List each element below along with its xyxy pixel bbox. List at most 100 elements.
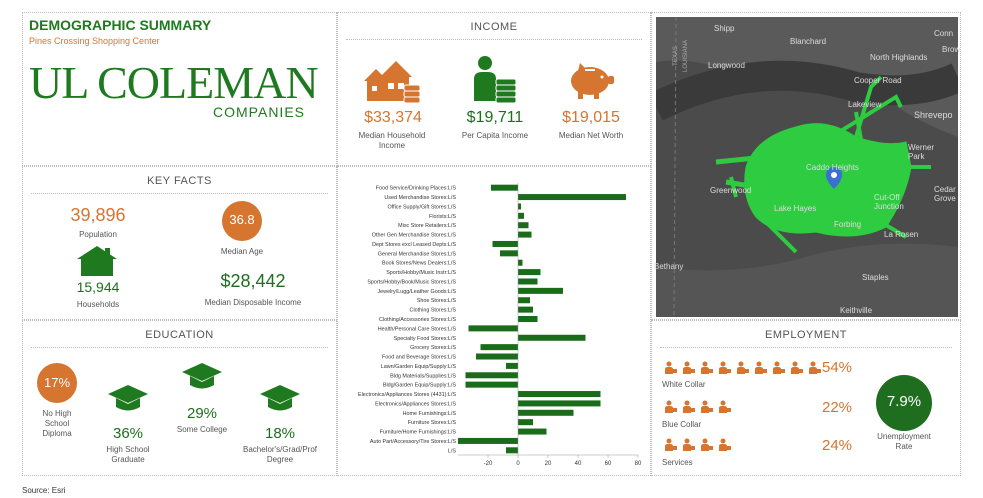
chart-category-label: Lawn/Garden Equip/Supply:L/S [381,364,457,370]
key-facts-panel: KEY FACTS 39,896 Population 36.8 Median … [22,166,337,320]
chart-category-label: Bldg Materials/Supplies:L/S [390,373,456,379]
chart-x-tick-label: -20 [484,461,493,467]
chart-bar [518,222,529,229]
worker-icon [665,361,677,374]
retail-chart-panel: Food Service/Drinking Places:L/S Used Mer… [337,166,651,476]
chart-bar [518,315,538,323]
median-age-value: 36.8 [229,212,255,227]
no-diploma-value: 17% [43,375,71,390]
median-disposable-income-value: $28,442 [220,271,286,291]
worker-icon [791,361,803,374]
worker-icon [719,361,731,374]
population-value: 39,896 [70,205,126,225]
map-panel[interactable]: Shipp Blanchard Conn Brow North Highland… [651,12,961,320]
education-title: EDUCATION [145,329,214,341]
map-label: Lakeview [848,100,882,109]
chart-category-label: Furniture Stores:L/S [408,420,457,426]
chart-category-label: Book Stores/News Dealers:L/S [382,261,456,267]
services-value: 24% [822,437,853,454]
person-coins-icon [474,56,517,104]
chart-category-label: Dept Stores excl Leased Depts:L/S [372,242,456,248]
income-title: INCOME [470,21,518,33]
chart-bar [500,250,518,257]
map-label: Greenwood [710,186,752,195]
blue-collar-value: 22% [822,399,853,416]
chart-bar [518,259,523,266]
chart-bar [491,184,518,191]
company-logo: UL COLEMAN COMPANIES [29,59,319,121]
chart-bar [492,240,518,247]
trade-area-map[interactable] [656,17,958,317]
per-capita-income-value: $19,711 [466,109,524,126]
map-label: LOUISIANA [683,39,690,73]
chart-category-label: Furniture/Home Furnishings:L/S [380,430,457,436]
worker-icon [719,438,731,451]
chart-category-label: Specialty Food Stores:L/S [394,336,457,342]
map-label: Forbing [834,220,862,229]
map-label: Lake Hayes [774,204,817,213]
no-diploma-badge [37,363,77,403]
map-label: Brow [942,45,961,54]
chart-bar [518,334,586,341]
map-label: Blanchard [790,37,827,46]
unemployment-badge [876,375,932,431]
median-age-badge [222,201,262,241]
chart-category-label: Used Merchandise Stores:L/S [384,195,456,201]
population-label: Population [79,230,117,239]
chart-bar [465,372,518,379]
some-college-label: Some College [176,425,228,434]
chart-bar [518,203,521,210]
chart-bar [518,419,533,426]
worker-icon [809,361,821,374]
unemployment-value: 7.9% [886,393,922,410]
per-capita-income-label: Per Capita Income [461,131,529,140]
chart-x-tick-label: 40 [575,461,582,467]
chart-category-label: Jewelry/Lugg/Leather Goods:L/S [377,289,456,295]
chart-category-label: Bldg/Garden Equip/Supply:L/S [383,383,457,389]
chart-bar [458,437,518,444]
median-net-worth-value: $19,015 [562,109,620,126]
median-household-income-label: Median Household Income [358,131,426,150]
map-label: North Highlands [870,53,928,62]
chart-bar [518,278,538,285]
services-icons [664,438,736,457]
chart-category-label: Sports/Hobby/Book/Music Stores:L/S [367,279,456,285]
map-label: Cedar Grove [934,185,956,203]
chart-category-label: Electronics/Appliances Stores (4431):L/S [358,392,456,398]
source-note: Source: Esri [22,486,66,495]
chart-bar [518,428,547,435]
chart-bar [518,269,541,276]
chart-category-label: General Merchandise Stores:L/S [378,251,457,257]
graduation-cap-icon [108,385,148,411]
hs-graduate-label: High School Graduate [106,445,150,464]
chart-category-label: Clothing/Accessories Stores:L/S [379,317,456,323]
house-coins-icon [364,61,421,104]
chart-category-label: Electronics/Appliances Stores:L/S [375,401,456,407]
median-disposable-income-label: Median Disposable Income [204,298,302,307]
chart-category-label: Health/Personal Care Stores:L/S [378,326,457,332]
map-label: Cooper Road [854,76,902,85]
chart-bar [476,353,518,360]
graduation-cap-icon [260,385,300,411]
worker-icon [755,361,767,374]
chart-category-label: Sports/Hobby/Music Instr:L/S [386,270,456,276]
chart-category-label: Shoe Stores:L/S [417,298,457,304]
chart-x-tick-label: 80 [635,461,642,467]
chart-bar [506,362,518,369]
worker-icon [683,400,695,413]
services-label: Services [662,458,693,467]
chart-category-label: Grocery Stores:L/S [410,345,456,351]
chart-bar [518,297,530,304]
map-location-pin[interactable] [826,167,842,189]
logo-sub-text: COMPANIES [213,104,305,120]
hs-graduate-value: 36% [112,425,144,442]
chart-category-label: Office Supply/Gift Stores:L/S [387,204,456,210]
chart-bar [468,325,518,332]
chart-bar [518,231,532,238]
chart-category-label: Home Furnishings:L/S [403,411,457,417]
some-college-value: 29% [186,405,218,422]
house-icon [77,246,117,276]
chart-bar [518,306,533,313]
worker-icon [665,400,677,413]
chart-category-label: Florists:L/S [429,214,456,220]
